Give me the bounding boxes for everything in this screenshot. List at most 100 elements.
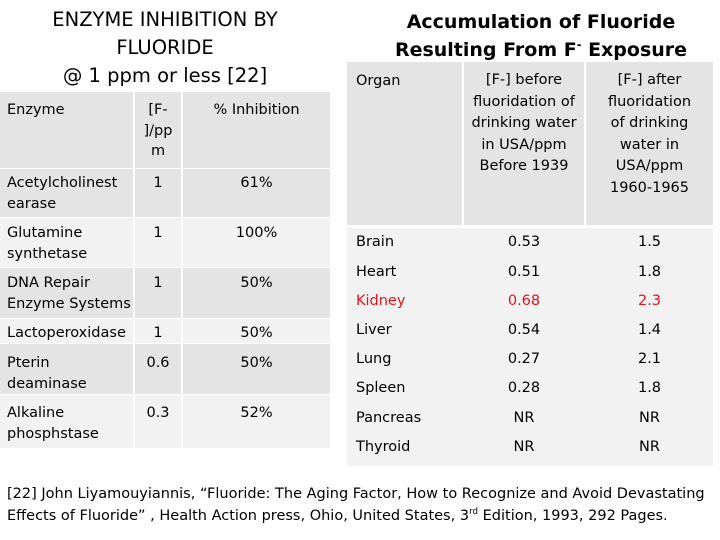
enzyme-name: DNA Repair Enzyme Systems: [7, 273, 131, 314]
header-after-line: USA/ppm: [615, 158, 684, 174]
left-header-band: [0, 92, 330, 168]
enzyme-inhibition: 52%: [240, 405, 273, 421]
organ-before-value: 0.54: [507, 322, 541, 338]
organ-name-highlighted: Kidney: [356, 293, 406, 309]
footnote-superscript: rd: [469, 507, 478, 518]
header-before-line: drinking water: [471, 115, 577, 131]
fluoride-accumulation-table: Organ [F-] before fluoridation of drinki…: [347, 62, 713, 466]
right-title-line-1: Accumulation of Fluoride: [406, 11, 676, 33]
organ-name: Spleen: [356, 380, 406, 396]
enzyme-name-line: Lactoperoxidase: [7, 325, 126, 341]
left-row-band-5: [0, 344, 330, 394]
enzyme-inhibition-table: Enzyme [F- ]/pp m % Inhibition Acetylcho…: [0, 92, 330, 448]
organ-name: Pancreas: [356, 410, 422, 426]
enzyme-inhibition: 50%: [240, 275, 273, 291]
left-title-line-1: ENZYME INHIBITION BY: [52, 8, 278, 31]
organ-name: Liver: [356, 322, 392, 338]
enzyme-name: Acetylcholinest earase: [7, 173, 117, 214]
header-conc-line-3: m: [150, 143, 166, 159]
footnote-line-2-end: Edition, 1993, 292 Pages.: [478, 508, 668, 524]
header-after-line: [F-] after: [617, 72, 682, 88]
header-after-line: 1960-1965: [609, 179, 690, 196]
footnote-line-2: Effects of Fluoride” , Health Action pre…: [7, 505, 717, 527]
left-col-divider-2: [181, 92, 183, 448]
organ-before-value: 0.27: [507, 351, 541, 367]
right-col-divider-1: [462, 62, 464, 225]
header-before-line: [F-] before: [485, 72, 563, 88]
enzyme-name-line: DNA Repair: [7, 275, 90, 291]
enzyme-name: Alkaline phosphstase: [7, 403, 99, 444]
left-row-band-1: [0, 169, 330, 217]
header-fluoride-concentration: [F- ]/pp m: [135, 100, 181, 162]
organ-after-value: 1.4: [637, 322, 662, 338]
footnote-line-1: [22] John Liyamouyiannis, “Fluoride: The…: [7, 486, 705, 502]
left-row-band-3: [0, 268, 330, 318]
header-after-line: of drinking: [610, 115, 689, 131]
organ-name: Thyroid: [356, 439, 411, 455]
organ-before-value: NR: [513, 439, 535, 455]
header-before-line: fluoridation of: [473, 93, 575, 110]
header-before-line: Before 1939: [479, 158, 569, 174]
header-inhibition: % Inhibition: [213, 102, 300, 118]
enzyme-name: Pterin deaminase: [7, 353, 87, 394]
left-title-line-2: FLUORIDE: [116, 36, 214, 59]
organ-name: Heart: [356, 264, 397, 280]
enzyme-name-line: deaminase: [7, 375, 87, 392]
right-title-line-2: Resulting From F- Exposure: [362, 36, 720, 64]
enzyme-name: Lactoperoxidase: [7, 323, 126, 344]
header-enzyme: Enzyme: [7, 102, 65, 118]
enzyme-name-line: earase: [7, 195, 57, 212]
header-conc-line-1: [F-: [148, 102, 168, 118]
enzyme-name: Glutamine synthetase: [7, 223, 87, 264]
organ-after-value: NR: [639, 410, 660, 426]
enzyme-name-line: synthetase: [7, 245, 88, 262]
organ-after-value-highlighted: 2.3: [637, 293, 662, 309]
organ-before-value-highlighted: 0.68: [507, 293, 541, 309]
header-after-line: fluoridation: [607, 93, 692, 110]
enzyme-name-line: Glutamine: [7, 225, 83, 241]
organ-after-value: 1.8: [637, 380, 662, 396]
right-body-band: [347, 228, 713, 466]
footnote-line-2-text: Effects of Fluoride” , Health Action pre…: [7, 508, 470, 524]
enzyme-inhibition: 50%: [240, 355, 273, 371]
right-table-title: Accumulation of Fluoride Resulting From …: [362, 8, 720, 64]
header-conc-line-2: ]/pp: [143, 122, 173, 139]
enzyme-conc: 0.6: [146, 355, 170, 371]
footnote-reference: [22] John Liyamouyiannis, “Fluoride: The…: [7, 483, 717, 527]
enzyme-name-line: phosphstase: [7, 425, 99, 442]
organ-before-value: 0.51: [507, 264, 541, 280]
enzyme-inhibition: 50%: [240, 325, 273, 341]
enzyme-inhibition: 61%: [240, 175, 273, 191]
left-row-band-2: [0, 218, 330, 267]
enzyme-name-line: Enzyme Systems: [7, 295, 131, 312]
organ-name: Lung: [356, 351, 392, 367]
header-after-line: water in: [619, 136, 680, 153]
organ-before-value: NR: [513, 410, 535, 426]
header-before-line: in USA/ppm: [481, 136, 567, 153]
organ-after-value: NR: [639, 439, 660, 455]
organ-name: Brain: [356, 234, 395, 250]
enzyme-conc: 1: [153, 325, 163, 341]
organ-before-value: 0.53: [507, 234, 541, 250]
header-organ: Organ: [356, 73, 401, 89]
organ-after-value: 2.1: [637, 351, 662, 367]
left-row-band-4: [0, 319, 330, 343]
header-before-fluoridation: [F-] before fluoridation of drinking wat…: [464, 70, 584, 178]
enzyme-conc: 1: [153, 225, 163, 241]
enzyme-name-line: Alkaline: [7, 405, 65, 421]
left-row-band-6: [0, 395, 330, 448]
right-header-band: [347, 62, 713, 225]
left-col-divider-1: [133, 92, 135, 448]
header-after-fluoridation: [F-] after fluoridation of drinking wate…: [586, 70, 713, 199]
organ-after-value: 1.8: [637, 264, 662, 280]
right-title-line-2-text: Resulting From F: [394, 39, 577, 61]
enzyme-conc: 1: [153, 275, 163, 291]
right-title-superscript: -: [576, 37, 582, 52]
enzyme-name-line: Pterin: [7, 355, 50, 371]
enzyme-name-line: Acetylcholinest: [7, 175, 118, 191]
right-col-divider-2: [584, 62, 586, 225]
left-table-title: ENZYME INHIBITION BY FLUORIDE @ 1 ppm or…: [0, 6, 330, 90]
right-title-line-2-end: Exposure: [581, 39, 688, 61]
enzyme-conc: 1: [153, 175, 163, 191]
left-title-line-3: @ 1 ppm or less [22]: [62, 64, 268, 87]
